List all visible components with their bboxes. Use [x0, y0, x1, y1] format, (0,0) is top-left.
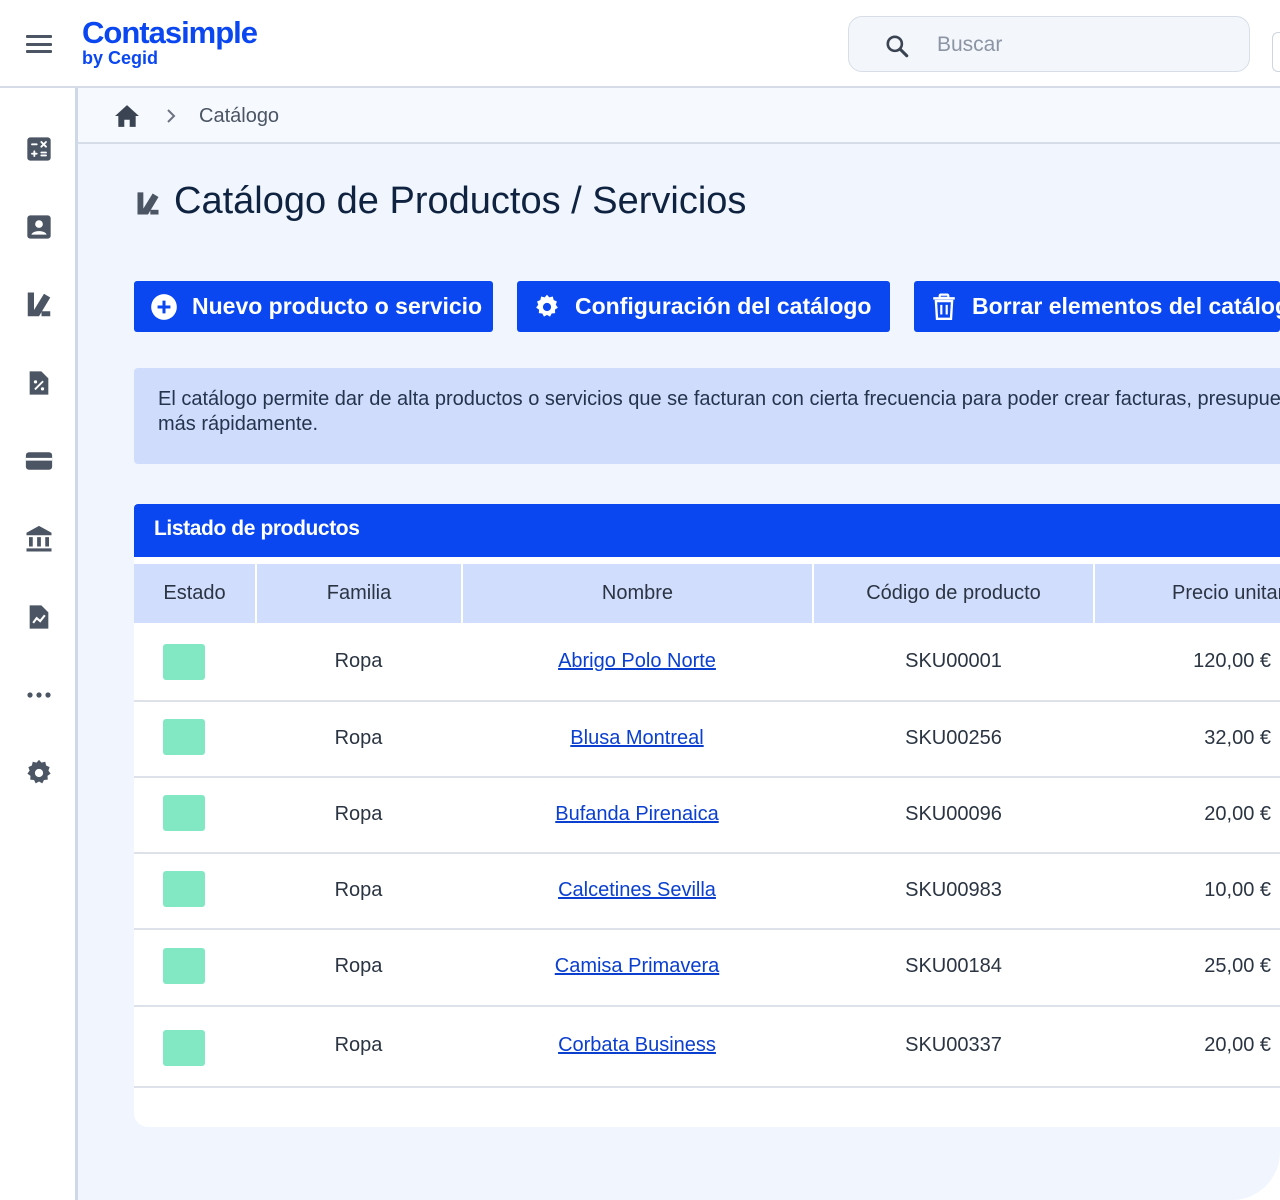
gear-icon [533, 293, 561, 321]
user-menu-button[interactable] [1272, 32, 1280, 72]
search-input[interactable] [935, 29, 1229, 61]
info-line-1: El catálogo permite dar de alta producto… [158, 388, 1280, 410]
cell-familia: Ropa [334, 878, 383, 901]
contacts-icon[interactable] [22, 210, 56, 244]
catalog-config-button[interactable]: Configuración del catálogo [517, 281, 890, 332]
table-row[interactable]: Ropa Camisa Primavera SKU00184 25,00 € [134, 928, 1280, 1007]
col-header-familia[interactable]: Familia [257, 564, 461, 623]
calculator-icon[interactable] [22, 132, 56, 166]
top-bar: Contasimple by Cegid [0, 0, 1280, 88]
logo[interactable]: Contasimple by Cegid [82, 15, 258, 68]
breadcrumb-current: Catálogo [199, 105, 280, 127]
delete-elements-label: Borrar elementos del catálogo [972, 293, 1280, 319]
status-indicator [163, 719, 205, 755]
panel-title: Listado de productos [154, 517, 360, 540]
col-header-estado[interactable]: Estado [134, 564, 255, 623]
cell-codigo: SKU00983 [905, 878, 1002, 901]
breadcrumb: Catálogo [78, 88, 1280, 144]
cell-precio: 25,00 € [1204, 955, 1271, 977]
panel-header: Listado de productos [134, 504, 1280, 557]
cell-familia: Ropa [334, 1034, 383, 1056]
wallet-icon[interactable] [22, 444, 56, 478]
table-row[interactable]: Ropa Corbata Business SKU00337 20,00 € [134, 1005, 1280, 1088]
catalog-config-label: Configuración del catálogo [575, 293, 872, 319]
cell-precio: 20,00 € [1204, 802, 1271, 825]
cell-familia: Ropa [334, 802, 383, 825]
cell-familia: Ropa [334, 955, 383, 977]
cell-codigo: SKU00184 [905, 955, 1002, 977]
cell-precio: 120,00 € [1193, 650, 1271, 672]
product-name-link[interactable]: Abrigo Polo Norte [558, 650, 716, 672]
chevron-right-icon [167, 109, 176, 123]
search-box [848, 16, 1250, 72]
cell-precio: 32,00 € [1204, 726, 1271, 749]
home-icon[interactable] [114, 104, 140, 128]
col-header-nombre[interactable]: Nombre [463, 564, 812, 623]
catalog-title-icon [137, 192, 159, 215]
menu-icon[interactable] [26, 35, 52, 53]
cell-codigo: SKU00256 [905, 726, 1002, 749]
product-name-link[interactable]: Corbata Business [558, 1034, 716, 1056]
new-product-label: Nuevo producto o servicio [192, 293, 483, 319]
col-header-precio[interactable]: Precio unitario [1095, 564, 1280, 623]
status-indicator [163, 1030, 205, 1066]
logo-subtext: by Cegid [82, 48, 159, 68]
table-row[interactable]: Ropa Abrigo Polo Norte SKU00001 120,00 € [134, 623, 1280, 702]
plus-circle-icon [150, 293, 178, 321]
table-row[interactable]: Ropa Bufanda Pirenaica SKU00096 20,00 € [134, 776, 1280, 854]
tax-document-icon[interactable] [22, 366, 56, 400]
catalog-icon[interactable] [22, 288, 56, 322]
status-indicator [163, 948, 205, 984]
cell-codigo: SKU00096 [905, 802, 1002, 825]
more-icon[interactable] [22, 678, 56, 712]
reports-icon[interactable] [22, 600, 56, 634]
cell-codigo: SKU00337 [905, 1034, 1002, 1056]
bank-icon[interactable] [22, 522, 56, 556]
product-name-link[interactable]: Calcetines Sevilla [558, 878, 716, 901]
new-product-button[interactable]: Nuevo producto o servicio [134, 281, 493, 332]
status-indicator [163, 871, 205, 907]
table-row[interactable]: Ropa Calcetines Sevilla SKU00983 10,00 € [134, 852, 1280, 930]
info-line-2: más rápidamente. [158, 413, 319, 435]
product-name-link[interactable]: Blusa Montreal [570, 726, 704, 749]
col-header-codigo[interactable]: Código de producto [814, 564, 1093, 623]
cell-precio: 20,00 € [1204, 1034, 1271, 1056]
table-row[interactable]: Ropa Blusa Montreal SKU00256 32,00 € [134, 700, 1280, 778]
table-header: Estado Familia Nombre Código de producto… [134, 564, 1280, 623]
trash-icon [930, 293, 958, 321]
search-icon [886, 35, 909, 58]
product-list-panel: Listado de productos Estado Familia Nomb… [134, 504, 1280, 1127]
delete-elements-button[interactable]: Borrar elementos del catálogo [914, 281, 1280, 332]
status-indicator [163, 795, 205, 831]
info-message: El catálogo permite dar de alta producto… [134, 368, 1280, 464]
product-name-link[interactable]: Camisa Primavera [554, 955, 720, 977]
logo-text: Contasimple [82, 15, 258, 50]
product-name-link[interactable]: Bufanda Pirenaica [555, 802, 719, 825]
cell-codigo: SKU00001 [905, 650, 1002, 672]
page-title: Catálogo de Productos / Servicios [174, 180, 747, 222]
status-indicator [163, 644, 205, 680]
settings-icon[interactable] [22, 756, 56, 790]
sidebar [0, 88, 78, 1200]
cell-familia: Ropa [334, 650, 383, 672]
main-content: Catálogo Catálogo de Productos / Servici… [78, 88, 1280, 1200]
cell-precio: 10,00 € [1204, 878, 1271, 901]
cell-familia: Ropa [334, 726, 383, 749]
